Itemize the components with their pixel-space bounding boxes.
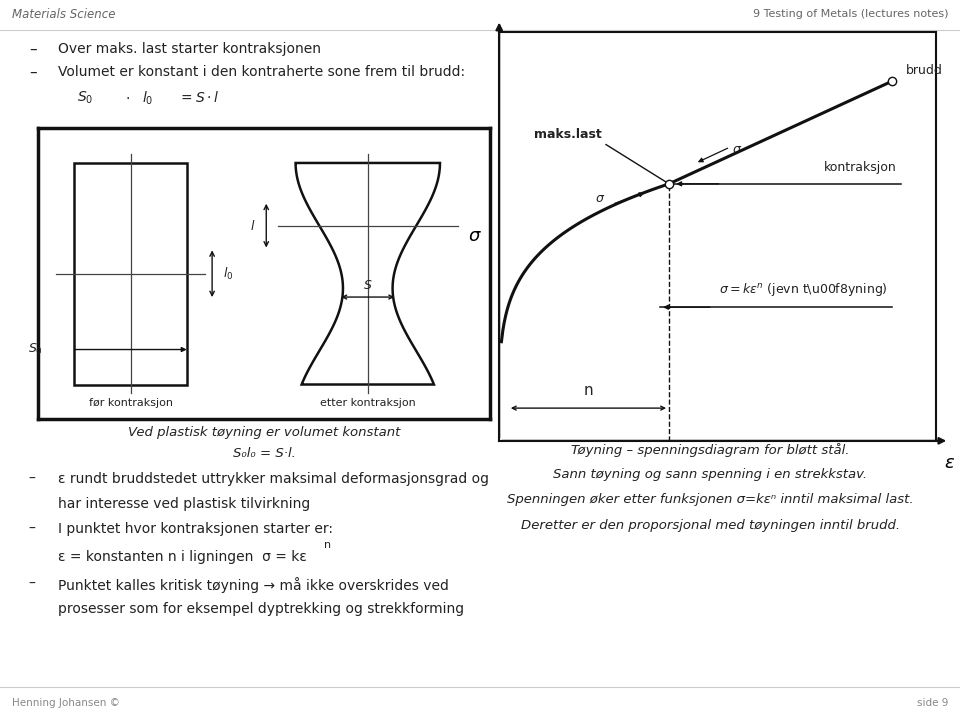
Text: S₀l₀ = S·l.: S₀l₀ = S·l.: [232, 447, 296, 460]
Text: Spenningen øker etter funksjonen σ=kεⁿ inntil maksimal last.: Spenningen øker etter funksjonen σ=kεⁿ i…: [507, 493, 914, 506]
Text: Tøyning – spenningsdiagram for bløtt stål.: Tøyning – spenningsdiagram for bløtt stå…: [571, 443, 850, 457]
Bar: [75, 163, 187, 385]
Text: n: n: [584, 383, 593, 398]
Text: $S_0$: $S_0$: [77, 90, 93, 106]
Text: side 9: side 9: [917, 698, 948, 708]
Text: –: –: [29, 472, 36, 486]
Text: $\varepsilon$: $\varepsilon$: [944, 454, 954, 472]
Text: $\cdot$: $\cdot$: [125, 90, 130, 104]
Text: ε = konstanten n i ligningen  σ = kε: ε = konstanten n i ligningen σ = kε: [58, 550, 306, 564]
Text: før kontraksjon: før kontraksjon: [89, 398, 173, 408]
Text: $\sigma$: $\sigma$: [732, 143, 742, 156]
Text: Deretter er den proporsjonal med tøyningen inntil brudd.: Deretter er den proporsjonal med tøyning…: [521, 518, 900, 532]
Text: $S$: $S$: [363, 279, 372, 292]
Text: kontraksjon: kontraksjon: [824, 161, 897, 173]
Text: ε rundt bruddstedet uttrykker maksimal deformasjonsgrad og: ε rundt bruddstedet uttrykker maksimal d…: [58, 472, 489, 486]
Text: Ved plastisk tøyning er volumet konstant: Ved plastisk tøyning er volumet konstant: [128, 427, 400, 439]
Text: Punktet kalles kritisk tøyning → må ikke overskrides ved: Punktet kalles kritisk tøyning → må ikke…: [58, 577, 448, 593]
Text: Henning Johansen ©: Henning Johansen ©: [12, 698, 119, 708]
Text: –: –: [29, 577, 36, 591]
Text: 9 Testing of Metals (lectures notes): 9 Testing of Metals (lectures notes): [753, 9, 948, 19]
Text: $S_0$: $S_0$: [28, 342, 43, 357]
Polygon shape: [296, 163, 440, 385]
Text: maks.last: maks.last: [534, 128, 601, 141]
Text: n: n: [324, 540, 331, 550]
Text: Materials Science: Materials Science: [12, 8, 115, 21]
Text: $\sigma$: $\sigma$: [468, 228, 482, 245]
Text: etter kontraksjon: etter kontraksjon: [320, 398, 416, 408]
Text: Over maks. last starter kontraksjonen: Over maks. last starter kontraksjonen: [58, 41, 321, 55]
Text: brudd: brudd: [905, 64, 943, 77]
Text: –: –: [29, 65, 36, 80]
Text: prosesser som for eksempel dyptrekking og strekkforming: prosesser som for eksempel dyptrekking o…: [58, 602, 464, 616]
Text: $= S \cdot l$: $= S \cdot l$: [178, 90, 219, 105]
Text: $l_0$: $l_0$: [142, 90, 153, 107]
Text: $l_0$: $l_0$: [224, 266, 234, 282]
Text: I punktet hvor kontraksjonen starter er:: I punktet hvor kontraksjonen starter er:: [58, 522, 332, 536]
Text: $l$: $l$: [250, 219, 255, 232]
Text: Sann tøyning og sann spenning i en strekkstav.: Sann tøyning og sann spenning i en strek…: [553, 468, 868, 481]
Text: Volumet er konstant i den kontraherte sone frem til brudd:: Volumet er konstant i den kontraherte so…: [58, 65, 465, 79]
Text: har interesse ved plastisk tilvirkning: har interesse ved plastisk tilvirkning: [58, 497, 310, 511]
Text: $\sigma$: $\sigma$: [595, 192, 606, 205]
Text: –: –: [29, 41, 36, 57]
Text: –: –: [29, 522, 36, 536]
Text: $\sigma = k\varepsilon^n$ (jevn t\u00f8yning): $\sigma = k\varepsilon^n$ (jevn t\u00f8y…: [719, 281, 888, 298]
